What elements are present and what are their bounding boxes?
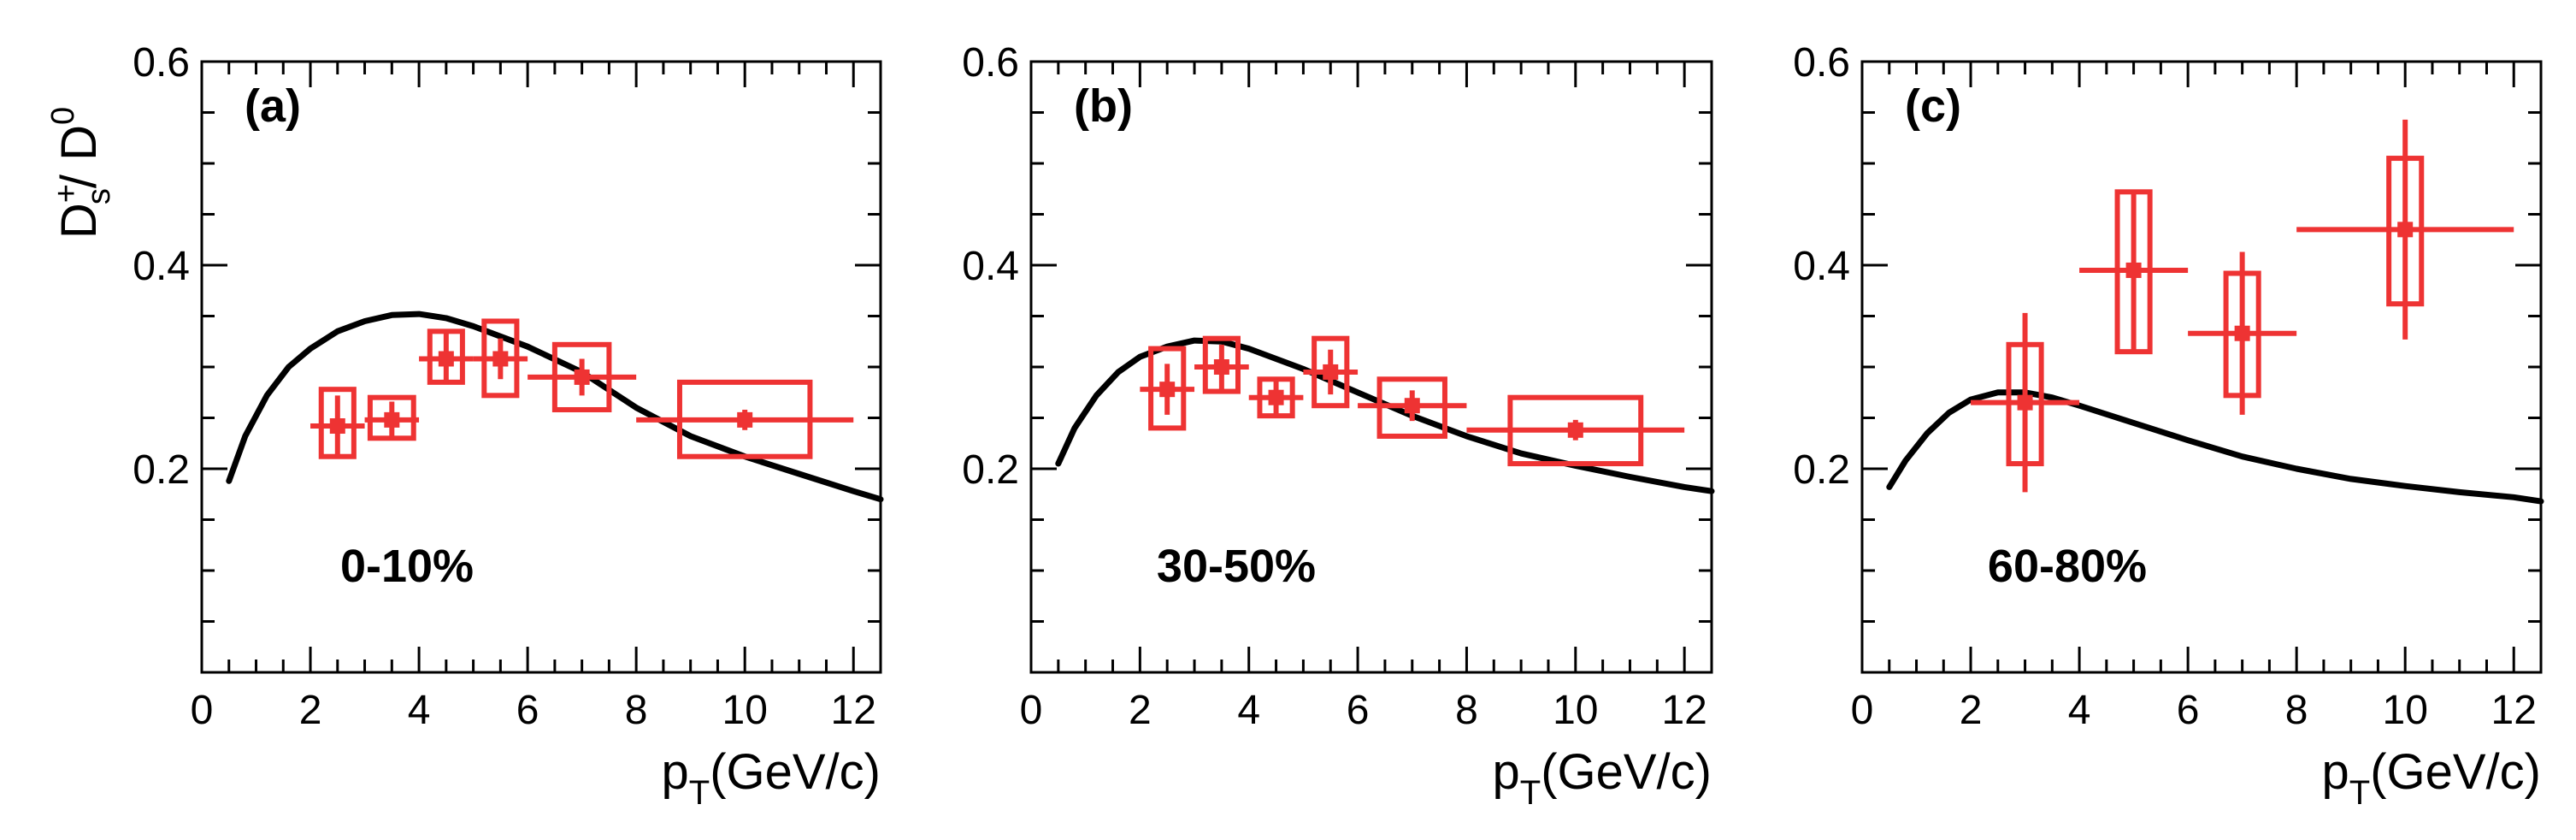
plot-frame [1860, 60, 2543, 674]
x-tick-label: 6 [2177, 688, 2200, 733]
y-tick-label: 0.6 [962, 40, 1019, 86]
x-tick-label: 12 [831, 688, 876, 733]
x-tick-label: 0 [191, 688, 214, 733]
x-tick-label: 0 [1020, 688, 1043, 733]
y-title-sup2: 0 [45, 107, 81, 125]
data-marker [2234, 325, 2250, 341]
data-marker [492, 351, 509, 367]
data-point [1194, 335, 1249, 394]
data-point [636, 379, 854, 459]
x-title-unit: (GeV/c) [1541, 744, 1712, 800]
x-tick-label: 4 [2068, 688, 2091, 733]
data-marker [2125, 262, 2142, 278]
data-point [310, 387, 365, 459]
data-marker [1567, 422, 1583, 438]
y-tick-label: 0.4 [962, 244, 1019, 289]
centrality-label: 60-80% [1988, 541, 2147, 592]
x-axis-title: pT(GeV/c) [661, 744, 881, 812]
plot-frame [1029, 60, 1713, 674]
data-marker [737, 411, 753, 428]
x-axis-title: pT(GeV/c) [2321, 744, 2541, 812]
y-axis-title: D+s/ D0 [45, 107, 117, 239]
data-point [1303, 335, 1359, 409]
data-point [1971, 312, 2080, 493]
x-title-p: p [1492, 744, 1519, 800]
data-marker [1213, 359, 1229, 375]
x-title-unit: (GeV/c) [710, 744, 881, 800]
panel-c: 0 2 4 6 8 10 12 0.2 0.4 0.6 pT(GeV/c) (c) 60-80% [1793, 40, 2544, 812]
data-point [2079, 189, 2189, 355]
y-tick-label: 0.4 [1793, 244, 1850, 289]
x-tick-label: 4 [1237, 688, 1260, 733]
x-title-p: p [2321, 744, 2349, 800]
x-tick-label: 8 [1455, 688, 1478, 733]
panel-label: (c) [1905, 80, 1961, 132]
data-point [2296, 119, 2514, 340]
x-title-sub: T [689, 774, 710, 812]
model-curve [1055, 337, 1715, 494]
data-point [364, 394, 420, 441]
panel-b: 0 2 4 6 8 10 12 0.2 0.4 0.6 pT(GeV/c) (b) 30-50% [962, 40, 1715, 812]
data-marker [1404, 398, 1420, 414]
x-tick-label: 8 [625, 688, 648, 733]
x-title-p: p [661, 744, 688, 800]
x-tick-label: 8 [2285, 688, 2308, 733]
x-tick-label: 12 [2491, 688, 2537, 733]
x-title-unit: (GeV/c) [2370, 744, 2541, 800]
data-marker [438, 351, 454, 367]
x-tick-label: 12 [1661, 688, 1707, 733]
centrality-label: 0-10% [340, 541, 474, 592]
model-curve [1886, 389, 2544, 505]
y-title-sub1: s [81, 188, 117, 204]
data-point [528, 341, 637, 412]
data-marker [2017, 394, 2033, 411]
data-marker [574, 369, 590, 385]
x-tick-label: 6 [1347, 688, 1370, 733]
x-tick-label: 2 [1129, 688, 1152, 733]
x-tick-label: 2 [1960, 688, 1983, 733]
y-tick-label: 0.2 [1793, 447, 1850, 493]
centrality-label: 30-50% [1157, 541, 1316, 592]
x-tick-label: 2 [299, 688, 322, 733]
panel-a: 0 2 4 6 8 10 12 0.2 0.4 0.6 pT(GeV/c) (a) 0-10% [133, 40, 884, 812]
data-marker [329, 418, 345, 435]
x-tick-label: 6 [516, 688, 539, 733]
y-tick-label: 0.4 [133, 244, 190, 289]
y-tick-label: 0.6 [133, 40, 190, 86]
panel-label: (b) [1074, 80, 1133, 132]
data-marker [1323, 364, 1339, 380]
panel-label: (a) [245, 80, 301, 132]
x-title-sub: T [2349, 774, 2370, 812]
data-point [419, 328, 474, 385]
y-tick-label: 0.6 [1793, 40, 1850, 86]
x-axis-title: pT(GeV/c) [1492, 744, 1712, 812]
data-point [1248, 376, 1304, 419]
y-tick-label: 0.2 [133, 447, 190, 493]
data-marker [2397, 222, 2414, 238]
data-point [2188, 251, 2297, 415]
svg-text:D+s/ D0: D+s/ D0 [45, 107, 117, 239]
plot-frame [200, 60, 882, 674]
data-point [1140, 346, 1195, 431]
data-marker [1159, 382, 1176, 398]
x-tick-label: 10 [722, 688, 768, 733]
data-point [1358, 376, 1467, 439]
data-point [1466, 394, 1685, 467]
x-title-sub: T [1520, 774, 1541, 812]
data-marker [1268, 389, 1284, 405]
x-tick-label: 0 [1851, 688, 1874, 733]
x-tick-label: 10 [1553, 688, 1598, 733]
data-point [473, 318, 528, 399]
y-title-sup1: + [49, 184, 85, 203]
x-tick-label: 4 [408, 688, 431, 733]
data-marker [384, 411, 400, 428]
y-tick-label: 0.2 [962, 447, 1019, 493]
x-tick-label: 10 [2383, 688, 2428, 733]
